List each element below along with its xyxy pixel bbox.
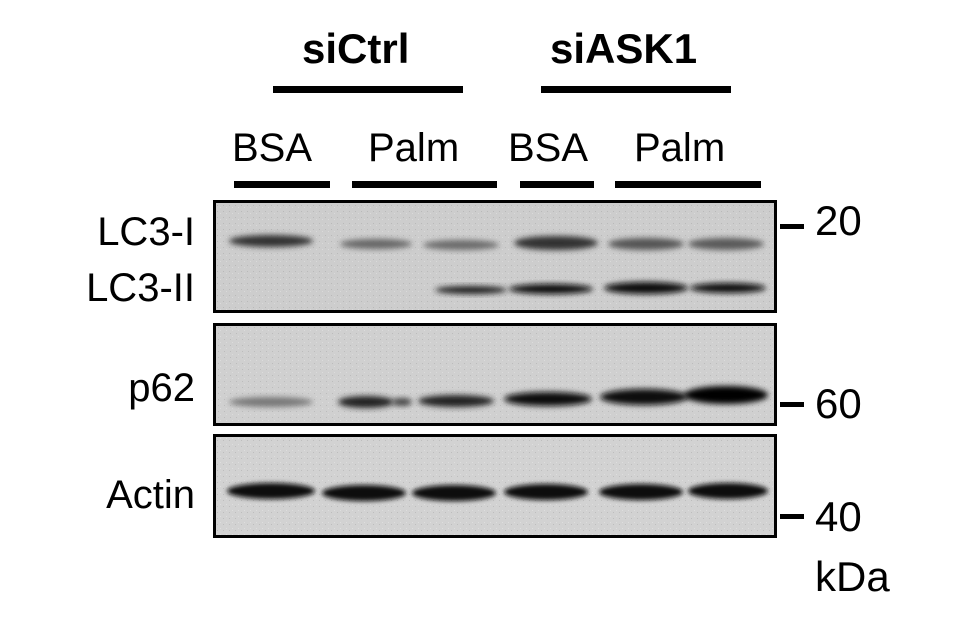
marker-label-60: 60: [815, 380, 862, 427]
group-bar-siask1: [541, 86, 731, 93]
band-p62-lane1: [229, 397, 313, 407]
band-lc3-i-lane3: [423, 240, 499, 250]
row-label-p62: p62: [128, 366, 195, 410]
band-p62-lane4: [504, 392, 592, 406]
band-p62-lane2a: [338, 396, 394, 408]
row-label-lc3-ii: LC3-II: [86, 266, 195, 310]
marker-tick-40: [780, 514, 804, 519]
blot-panel-lc3: [213, 200, 777, 313]
band-lc3-ii-lane6: [690, 283, 766, 293]
blot-image-actin: [216, 437, 774, 535]
lane-label-palm-siask1: Palm: [634, 126, 726, 170]
marker-label-40: 40: [815, 493, 862, 540]
band-actin-lane5: [599, 484, 683, 500]
lane-bar-palm-siask1: [615, 181, 761, 188]
marker-tick-60: [780, 402, 804, 407]
group-label-sictrl: siCtrl: [302, 25, 410, 72]
group-bar-sictrl: [273, 86, 463, 93]
band-actin-lane2: [322, 485, 406, 501]
band-lc3-ii-lane5: [604, 282, 688, 294]
band-lc3-i-lane5: [608, 238, 684, 250]
band-p62-lane3: [418, 395, 494, 407]
band-actin-lane4: [504, 484, 588, 500]
band-actin-lane6: [688, 483, 768, 499]
blot-image-p62: [216, 326, 774, 423]
band-lc3-i-lane4: [514, 236, 598, 250]
band-actin-lane3: [412, 485, 496, 501]
band-p62-lane2b: [392, 398, 412, 406]
lane-bar-bsa-siask1: [520, 181, 594, 188]
marker-unit-kda: kDa: [815, 553, 890, 600]
blot-image-lc3: [216, 203, 774, 310]
row-label-lc3-i: LC3-I: [97, 210, 195, 254]
lane-label-palm-sictrl: Palm: [368, 126, 460, 170]
band-actin-lane1: [227, 483, 315, 499]
marker-label-20: 20: [815, 197, 862, 244]
band-lc3-ii-lane3: [435, 286, 507, 294]
blot-panel-p62: [213, 323, 777, 426]
band-lc3-i-lane6: [688, 238, 764, 250]
band-lc3-i-lane1: [229, 235, 313, 247]
lane-bar-bsa-sictrl: [234, 181, 330, 188]
band-p62-lane6: [684, 386, 768, 404]
marker-tick-20: [780, 224, 804, 229]
lane-label-bsa-sictrl: BSA: [232, 126, 313, 170]
band-p62-lane5: [600, 389, 688, 405]
blot-panel-actin: [213, 434, 777, 538]
band-lc3-ii-lane4: [509, 284, 593, 294]
lane-bar-palm-sictrl: [352, 181, 497, 188]
band-lc3-i-lane2: [340, 239, 412, 249]
row-label-actin: Actin: [106, 473, 195, 517]
group-label-siask1: siASK1: [550, 25, 698, 72]
lane-label-bsa-siask1: BSA: [508, 126, 589, 170]
